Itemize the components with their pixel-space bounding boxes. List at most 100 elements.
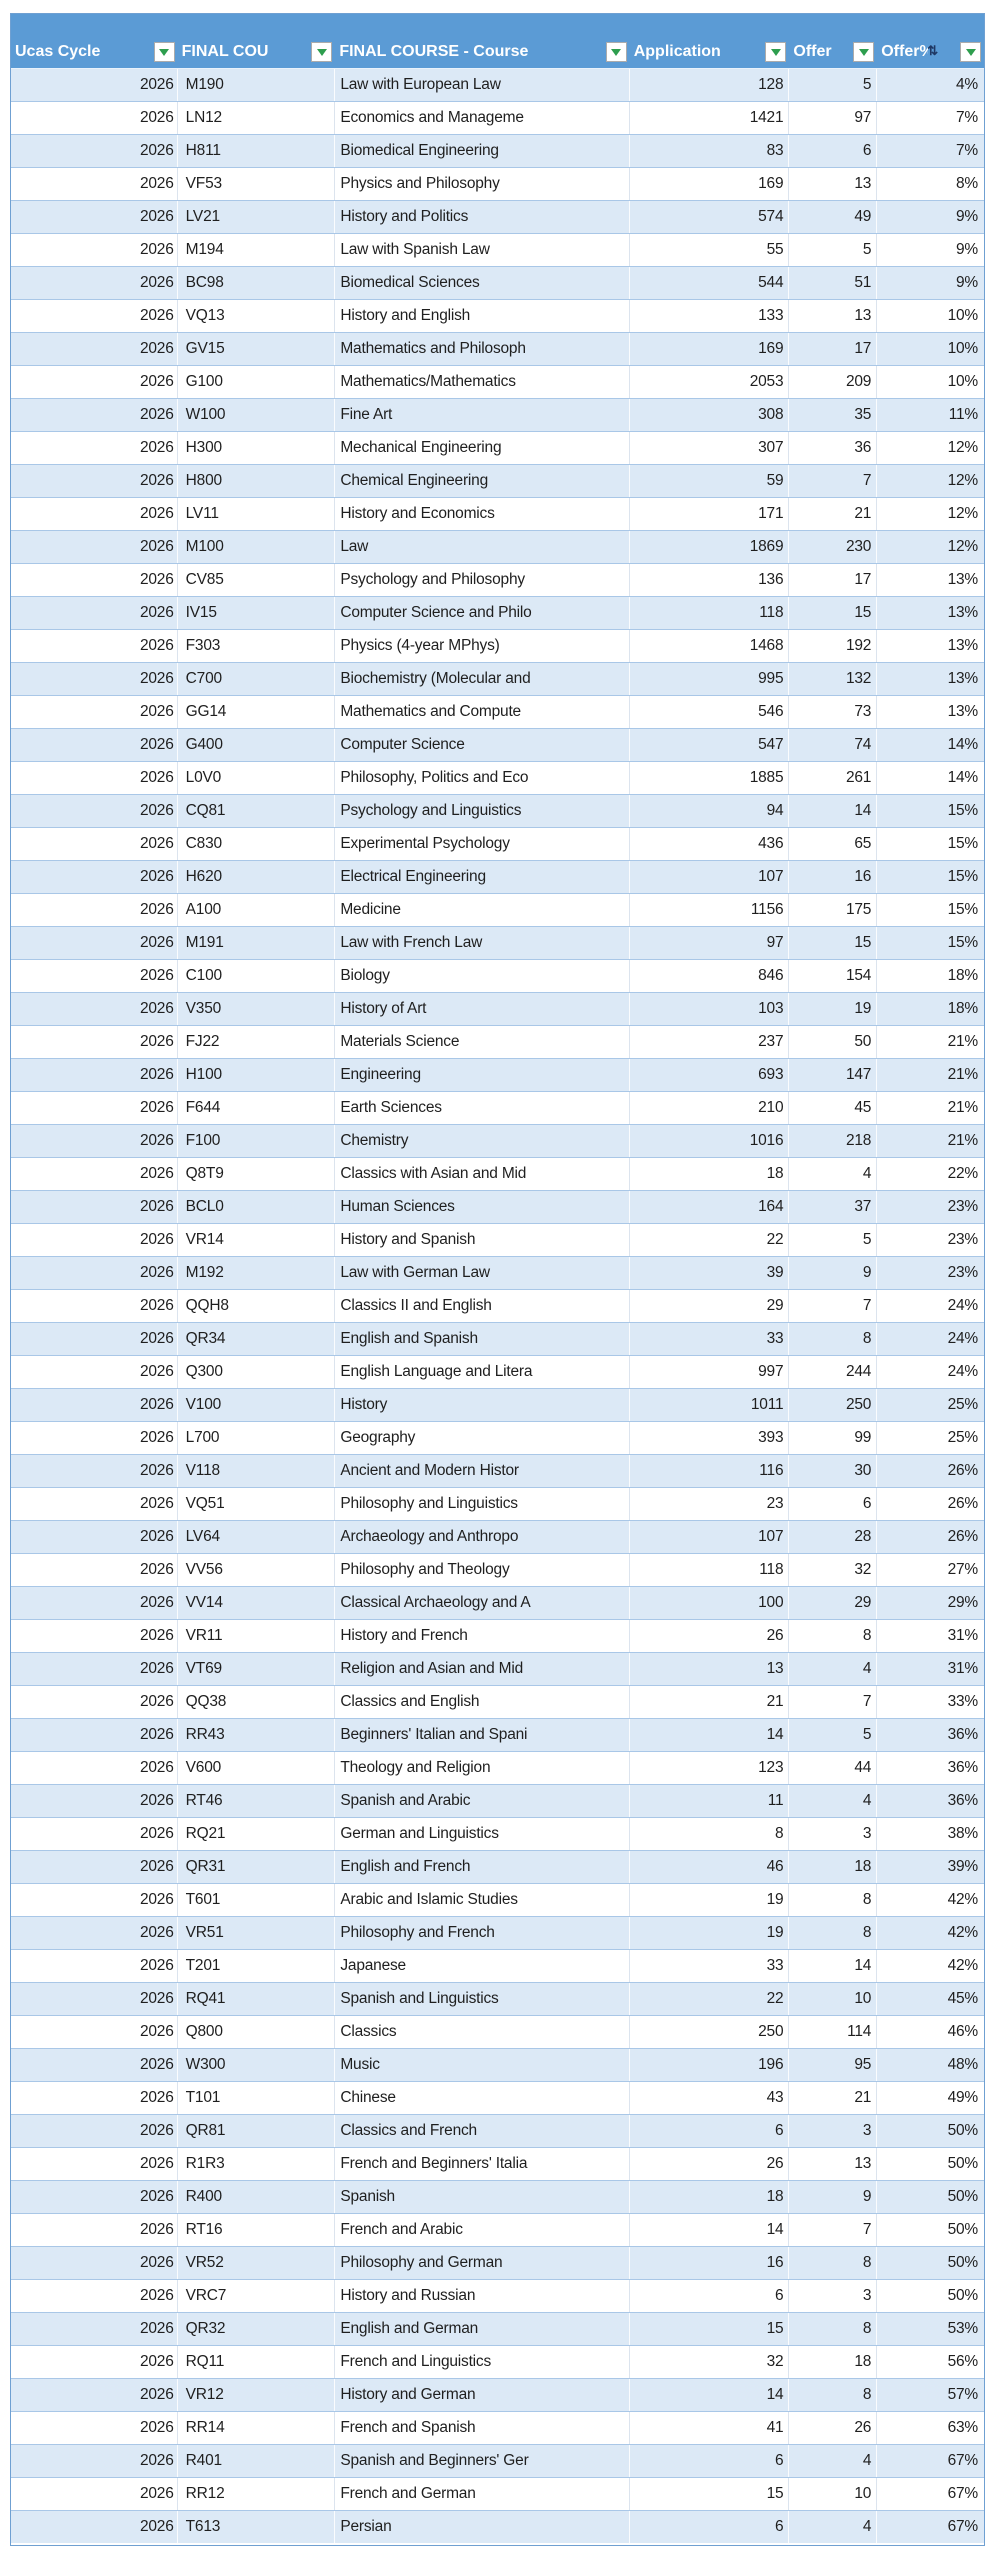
cell-offers[interactable]: 7 [789,2214,878,2246]
cell-course-code[interactable]: H800 [178,465,336,497]
cell-ucas-cycle[interactable]: 2026 [11,2346,178,2378]
cell-course-code[interactable]: Q300 [178,1356,336,1388]
cell-offer-percent[interactable]: 15% [947,901,979,918]
cell-offer-percent[interactable]: 18% [947,967,979,984]
cell-offers[interactable]: 8 [789,2379,878,2411]
cell-course-code[interactable]: M191 [178,927,336,959]
cell-ucas-cycle[interactable]: 2026 [11,2247,178,2279]
cell-course-code[interactable]: M100 [178,531,336,563]
cell-course-name[interactable]: Materials Science [335,1026,630,1058]
cell-course-code[interactable]: L0V0 [178,762,336,794]
column-header-offers[interactable]: Offer [789,14,877,68]
cell-course-name[interactable]: Law [335,531,630,563]
cell-offer-percent[interactable]: 53% [947,2320,979,2337]
cell-course-code[interactable]: Q8T9 [178,1158,336,1190]
cell-applications[interactable]: 32 [630,2346,790,2378]
cell-course-code[interactable]: VR11 [178,1620,336,1652]
cell-course-name[interactable]: Electrical Engineering [335,861,630,893]
cell-applications[interactable]: 1016 [630,1125,790,1157]
cell-applications[interactable]: 8 [630,1818,790,1850]
cell-offers[interactable]: 7 [789,1686,878,1718]
cell-offer-percent[interactable]: 13% [947,703,979,720]
cell-course-name[interactable]: History and German [335,2379,630,2411]
cell-ucas-cycle[interactable]: 2026 [11,1059,178,1091]
cell-offers[interactable]: 7 [789,465,878,497]
cell-applications[interactable]: 164 [630,1191,790,1223]
cell-ucas-cycle[interactable]: 2026 [11,2148,178,2180]
column-header-applications[interactable]: Application [630,14,790,68]
cell-applications[interactable]: 547 [630,729,790,761]
cell-course-name[interactable]: Mathematics/Mathematics [335,366,630,398]
cell-offers[interactable]: 45 [789,1092,878,1124]
cell-offer-percent[interactable]: 27% [947,1561,979,1578]
cell-applications[interactable]: 1156 [630,894,790,926]
cell-ucas-cycle[interactable]: 2026 [11,2016,178,2048]
cell-course-code[interactable]: F303 [178,630,336,662]
cell-course-code[interactable]: VQ13 [178,300,336,332]
cell-course-name[interactable]: History and English [335,300,630,332]
cell-ucas-cycle[interactable]: 2026 [11,1158,178,1190]
cell-course-code[interactable]: RQ21 [178,1818,336,1850]
cell-applications[interactable]: 1011 [630,1389,790,1421]
cell-course-name[interactable]: Philosophy, Politics and Eco [335,762,630,794]
cell-offer-percent[interactable]: 25% [947,1396,979,1413]
cell-course-name[interactable]: Spanish and Arabic [335,1785,630,1817]
cell-offers[interactable]: 3 [789,2280,878,2312]
cell-ucas-cycle[interactable]: 2026 [11,1455,178,1487]
cell-offers[interactable]: 21 [789,2082,878,2114]
cell-ucas-cycle[interactable]: 2026 [11,1950,178,1982]
cell-course-name[interactable]: Chinese [335,2082,630,2114]
cell-course-name[interactable]: Biology [335,960,630,992]
cell-offers[interactable]: 13 [789,2148,878,2180]
cell-ucas-cycle[interactable]: 2026 [11,1224,178,1256]
cell-offer-percent[interactable]: 50% [947,2122,979,2139]
cell-applications[interactable]: 100 [630,1587,790,1619]
cell-course-name[interactable]: Classics and French [335,2115,630,2147]
cell-course-name[interactable]: Ancient and Modern Histor [335,1455,630,1487]
cell-course-name[interactable]: Fine Art [335,399,630,431]
cell-applications[interactable]: 2053 [630,366,790,398]
cell-course-name[interactable]: Arabic and Islamic Studies [335,1884,630,1916]
cell-applications[interactable]: 22 [630,1983,790,2015]
cell-applications[interactable]: 1885 [630,762,790,794]
cell-course-name[interactable]: Religion and Asian and Mid [335,1653,630,1685]
cell-course-name[interactable]: History and Spanish [335,1224,630,1256]
cell-course-code[interactable]: LV11 [178,498,336,530]
cell-course-code[interactable]: VV14 [178,1587,336,1619]
cell-offer-percent[interactable]: 15% [947,835,979,852]
cell-ucas-cycle[interactable]: 2026 [11,1521,178,1553]
cell-applications[interactable]: 116 [630,1455,790,1487]
cell-applications[interactable]: 33 [630,1950,790,1982]
cell-offers[interactable]: 10 [789,2478,878,2510]
cell-offer-percent[interactable]: 36% [947,1726,979,1743]
cell-course-code[interactable]: C830 [178,828,336,860]
cell-course-name[interactable]: Psychology and Linguistics [335,795,630,827]
cell-offer-percent[interactable]: 10% [947,373,979,390]
cell-offer-percent[interactable]: 67% [947,2452,979,2469]
cell-ucas-cycle[interactable]: 2026 [11,1290,178,1322]
cell-offers[interactable]: 10 [789,1983,878,2015]
cell-applications[interactable]: 107 [630,861,790,893]
cell-applications[interactable]: 107 [630,1521,790,1553]
cell-ucas-cycle[interactable]: 2026 [11,1719,178,1751]
filter-sort-dropdown-button[interactable] [960,42,981,62]
cell-course-name[interactable]: Economics and Manageme [335,102,630,134]
cell-offer-percent[interactable]: 33% [947,1693,979,1710]
cell-ucas-cycle[interactable]: 2026 [11,1092,178,1124]
cell-ucas-cycle[interactable]: 2026 [11,597,178,629]
cell-course-name[interactable]: Human Sciences [335,1191,630,1223]
cell-offers[interactable]: 36 [789,432,878,464]
cell-course-name[interactable]: Classical Archaeology and A [335,1587,630,1619]
cell-offer-percent[interactable]: 12% [947,472,979,489]
cell-course-code[interactable]: GV15 [178,333,336,365]
cell-course-code[interactable]: G400 [178,729,336,761]
cell-course-name[interactable]: Engineering [335,1059,630,1091]
cell-applications[interactable]: 103 [630,993,790,1025]
cell-offer-percent[interactable]: 21% [947,1033,979,1050]
cell-ucas-cycle[interactable]: 2026 [11,1026,178,1058]
cell-applications[interactable]: 6 [630,2445,790,2477]
cell-offers[interactable]: 13 [789,300,878,332]
cell-applications[interactable]: 1468 [630,630,790,662]
cell-applications[interactable]: 14 [630,2379,790,2411]
cell-ucas-cycle[interactable]: 2026 [11,2412,178,2444]
